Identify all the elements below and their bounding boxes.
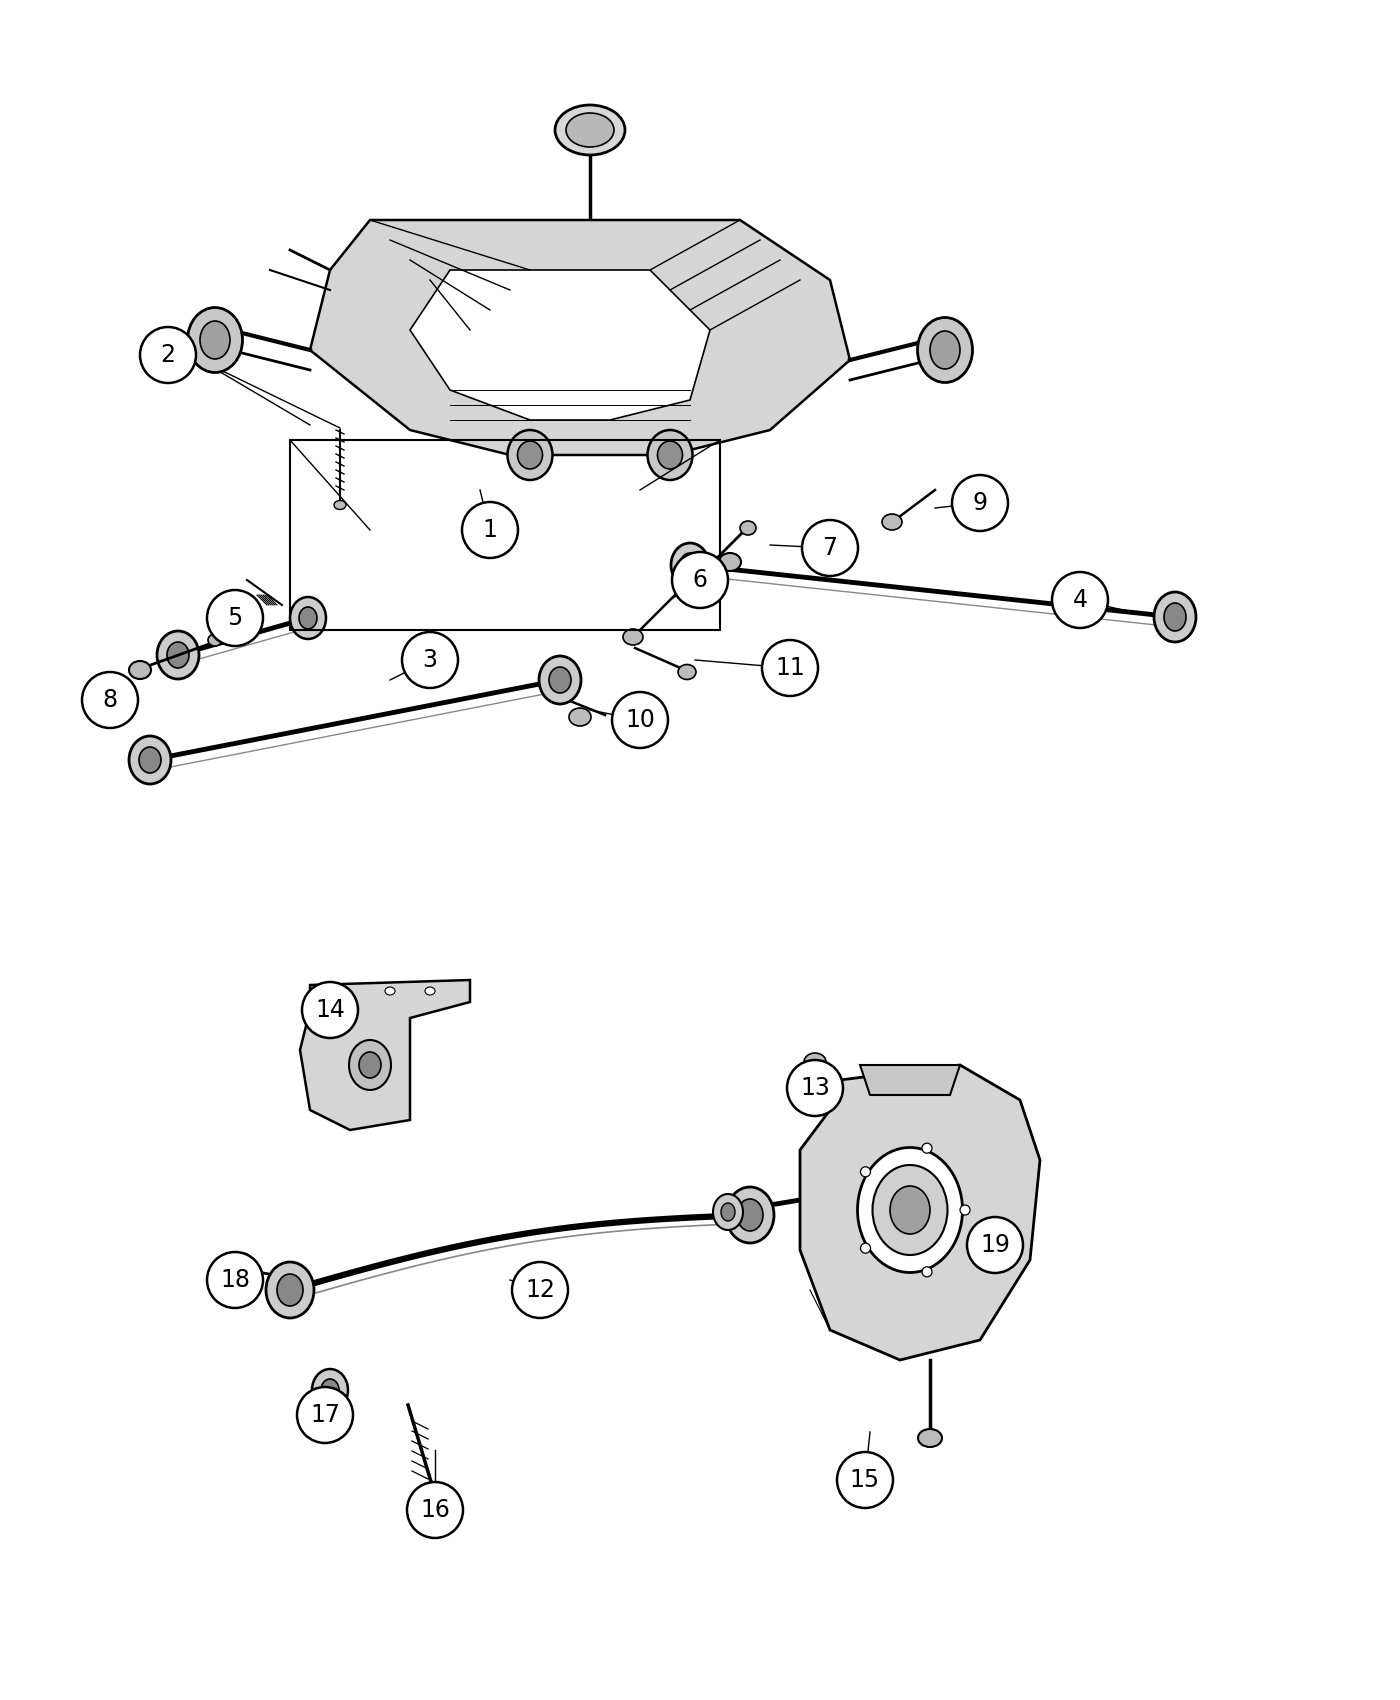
Ellipse shape xyxy=(623,629,643,644)
Ellipse shape xyxy=(566,112,615,146)
Circle shape xyxy=(83,672,139,728)
Text: 1: 1 xyxy=(483,518,497,542)
Ellipse shape xyxy=(129,736,171,784)
Text: 15: 15 xyxy=(850,1469,881,1493)
Ellipse shape xyxy=(209,634,223,646)
Circle shape xyxy=(207,590,263,646)
Circle shape xyxy=(207,1251,263,1307)
Ellipse shape xyxy=(923,1142,932,1153)
Ellipse shape xyxy=(678,665,696,680)
Text: 4: 4 xyxy=(1072,588,1088,612)
Text: 11: 11 xyxy=(776,656,805,680)
Text: 17: 17 xyxy=(309,1402,340,1426)
Ellipse shape xyxy=(671,542,708,586)
Ellipse shape xyxy=(727,1187,774,1243)
Ellipse shape xyxy=(1163,604,1186,631)
Ellipse shape xyxy=(157,631,199,678)
Ellipse shape xyxy=(917,318,973,382)
Circle shape xyxy=(407,1482,463,1539)
Circle shape xyxy=(612,692,668,748)
Ellipse shape xyxy=(312,1368,349,1411)
Ellipse shape xyxy=(804,1052,826,1071)
Circle shape xyxy=(402,632,458,688)
Text: 3: 3 xyxy=(423,648,437,672)
Ellipse shape xyxy=(358,1052,381,1078)
Ellipse shape xyxy=(882,513,902,530)
Ellipse shape xyxy=(568,707,591,726)
Text: 2: 2 xyxy=(161,343,175,367)
Ellipse shape xyxy=(1154,592,1196,643)
Ellipse shape xyxy=(200,321,230,359)
Circle shape xyxy=(1051,571,1107,627)
Ellipse shape xyxy=(736,1198,763,1231)
Text: 14: 14 xyxy=(315,998,344,1022)
Text: 18: 18 xyxy=(220,1268,251,1292)
Polygon shape xyxy=(410,270,710,420)
Ellipse shape xyxy=(647,430,693,479)
Circle shape xyxy=(762,639,818,695)
Ellipse shape xyxy=(861,1166,871,1176)
Text: 12: 12 xyxy=(525,1278,554,1302)
Ellipse shape xyxy=(741,520,756,536)
Text: 13: 13 xyxy=(799,1076,830,1100)
Ellipse shape xyxy=(129,661,151,678)
Ellipse shape xyxy=(349,1040,391,1090)
Circle shape xyxy=(672,552,728,609)
Ellipse shape xyxy=(385,988,395,994)
Ellipse shape xyxy=(225,1253,253,1277)
Ellipse shape xyxy=(872,1164,948,1255)
Text: 5: 5 xyxy=(227,605,242,631)
Text: 16: 16 xyxy=(420,1498,449,1522)
Text: 19: 19 xyxy=(980,1232,1009,1256)
Bar xyxy=(290,440,720,631)
Ellipse shape xyxy=(930,332,960,369)
Ellipse shape xyxy=(188,308,242,372)
Ellipse shape xyxy=(960,1205,970,1216)
Ellipse shape xyxy=(277,1273,302,1306)
Ellipse shape xyxy=(658,440,683,469)
Ellipse shape xyxy=(720,552,741,571)
Circle shape xyxy=(952,474,1008,530)
Ellipse shape xyxy=(918,1430,942,1447)
Ellipse shape xyxy=(713,1193,743,1231)
Polygon shape xyxy=(799,1064,1040,1360)
Ellipse shape xyxy=(335,988,344,994)
Text: 7: 7 xyxy=(823,536,837,559)
Ellipse shape xyxy=(861,1243,871,1253)
Circle shape xyxy=(967,1217,1023,1273)
Ellipse shape xyxy=(549,666,571,694)
Text: 6: 6 xyxy=(693,568,707,592)
Circle shape xyxy=(140,326,196,383)
Circle shape xyxy=(462,502,518,558)
Circle shape xyxy=(512,1261,568,1318)
Ellipse shape xyxy=(680,552,700,576)
Text: 9: 9 xyxy=(973,491,987,515)
Polygon shape xyxy=(309,219,850,456)
Polygon shape xyxy=(300,979,470,1130)
Ellipse shape xyxy=(923,1266,932,1277)
Circle shape xyxy=(302,983,358,1039)
Ellipse shape xyxy=(290,597,326,639)
Ellipse shape xyxy=(539,656,581,704)
Polygon shape xyxy=(860,1064,960,1095)
Ellipse shape xyxy=(857,1148,963,1273)
Circle shape xyxy=(297,1387,353,1443)
Ellipse shape xyxy=(518,440,543,469)
Ellipse shape xyxy=(554,105,624,155)
Ellipse shape xyxy=(335,500,346,510)
Circle shape xyxy=(837,1452,893,1508)
Ellipse shape xyxy=(321,1379,339,1401)
Circle shape xyxy=(802,520,858,576)
Ellipse shape xyxy=(300,607,316,629)
Circle shape xyxy=(787,1061,843,1115)
Ellipse shape xyxy=(507,430,553,479)
Text: 8: 8 xyxy=(102,688,118,712)
Ellipse shape xyxy=(426,988,435,994)
Ellipse shape xyxy=(266,1261,314,1318)
Ellipse shape xyxy=(167,643,189,668)
Ellipse shape xyxy=(890,1187,930,1234)
Ellipse shape xyxy=(721,1204,735,1221)
Text: 10: 10 xyxy=(624,707,655,733)
Ellipse shape xyxy=(139,746,161,774)
